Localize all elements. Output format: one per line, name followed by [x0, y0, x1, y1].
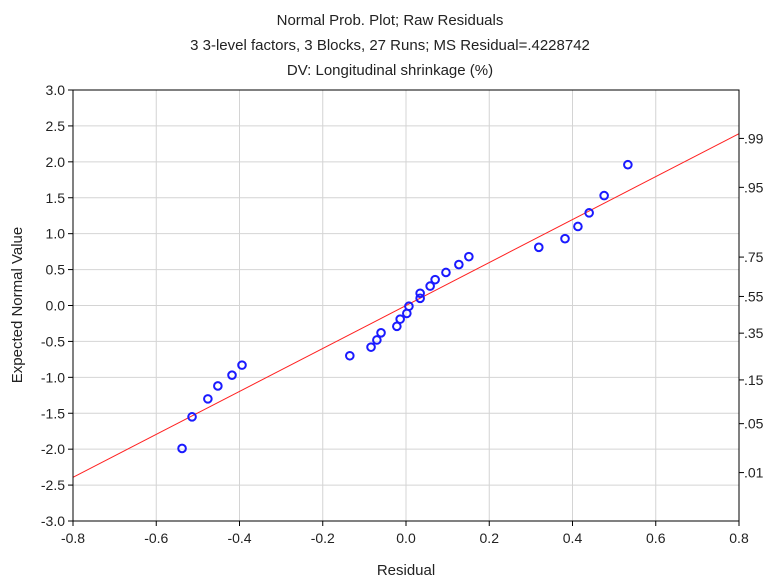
- right-tick-label: .05: [744, 416, 764, 432]
- data-points: [177, 159, 633, 454]
- data-point: [533, 242, 544, 253]
- right-tick-label: .99: [744, 130, 764, 146]
- data-point: [560, 233, 570, 244]
- data-point: [376, 327, 386, 338]
- data-point: [203, 394, 213, 404]
- chart-subtitle-dv: DV: Longitudinal shrinkage (%): [287, 62, 493, 79]
- data-point: [573, 221, 583, 232]
- x-tick-label: -0.4: [227, 530, 251, 546]
- y-tick-label: -2.0: [41, 441, 65, 457]
- right-tick-label: .55: [744, 288, 764, 304]
- chart-title: Normal Prob. Plot; Raw Residuals: [277, 12, 504, 29]
- right-tick-label: .15: [744, 372, 764, 388]
- y-tick-label: 0.0: [46, 298, 66, 314]
- y-tick-label: 3.0: [46, 82, 66, 98]
- data-point: [415, 293, 425, 304]
- data-point: [464, 251, 474, 262]
- y-tick-label: 1.0: [46, 226, 66, 242]
- x-tick-label: 0.6: [646, 530, 666, 546]
- data-point: [227, 370, 237, 380]
- x-tick-label: -0.6: [144, 530, 168, 546]
- data-point: [599, 190, 609, 201]
- y-tick-label: 2.5: [46, 118, 66, 134]
- y-tick-label: -2.5: [41, 477, 65, 493]
- x-tick-label: 0.4: [563, 530, 583, 546]
- x-tick-label: 0.0: [396, 530, 416, 546]
- x-tick-label: -0.8: [61, 530, 85, 546]
- data-point: [177, 443, 187, 454]
- right-tick-label: .75: [744, 249, 764, 265]
- y-tick-label: -1.5: [41, 405, 65, 421]
- right-tick-label: .95: [744, 179, 764, 195]
- y-tick-label: 2.0: [46, 154, 66, 170]
- data-point: [372, 335, 382, 345]
- y-tick-label: -3.0: [41, 513, 65, 529]
- y-axis-label: Expected Normal Value: [9, 227, 26, 383]
- data-point: [584, 208, 594, 218]
- data-point: [623, 159, 633, 170]
- data-point: [187, 412, 197, 422]
- data-point: [415, 288, 425, 299]
- data-point: [366, 342, 376, 352]
- x-tick-label: -0.2: [311, 530, 335, 546]
- x-tick-label: 0.2: [480, 530, 500, 546]
- data-point: [237, 360, 247, 370]
- axis-ticks: -0.8 -0.6 -0.4 -0.2 0.0 0.2 0.4 0.6 0.8 -3.0 -2.5 -…: [41, 82, 764, 546]
- right-tick-label: .35: [744, 325, 764, 341]
- y-tick-label: 0.5: [46, 262, 66, 278]
- x-axis-label: Residual: [377, 562, 435, 579]
- data-point: [213, 381, 223, 391]
- chart-subtitle: 3 3-level factors, 3 Blocks, 27 Runs; MS…: [190, 37, 590, 54]
- y-tick-label: -1.0: [41, 369, 65, 385]
- data-point: [404, 301, 414, 312]
- data-point: [430, 274, 440, 285]
- data-point: [345, 350, 355, 361]
- x-tick-label: 0.8: [729, 530, 749, 546]
- y-tick-label: -0.5: [41, 333, 65, 349]
- y-tick-label: 1.5: [46, 190, 66, 206]
- data-point: [441, 267, 451, 278]
- data-point: [395, 314, 405, 324]
- data-point: [454, 259, 464, 270]
- right-tick-label: .01: [744, 465, 764, 481]
- data-point: [425, 281, 435, 291]
